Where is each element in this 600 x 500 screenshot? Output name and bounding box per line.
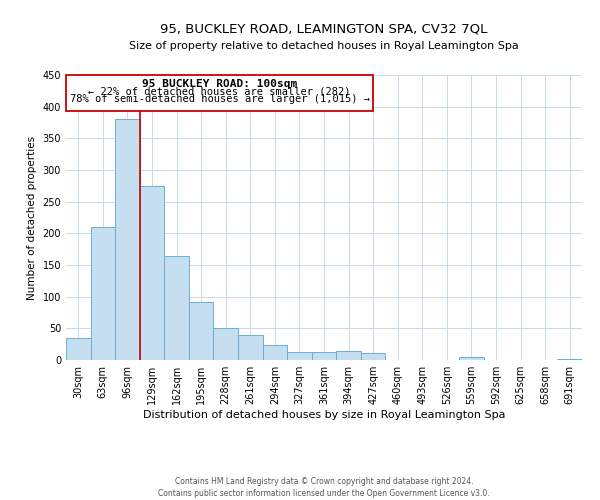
- Bar: [361, 353, 385, 360]
- Text: ← 22% of detached houses are smaller (282): ← 22% of detached houses are smaller (28…: [88, 86, 351, 97]
- FancyBboxPatch shape: [66, 75, 373, 111]
- X-axis label: Distribution of detached houses by size in Royal Leamington Spa: Distribution of detached houses by size …: [143, 410, 505, 420]
- Bar: [557, 358, 582, 360]
- Bar: [263, 345, 287, 360]
- Bar: [115, 120, 140, 360]
- Bar: [287, 352, 312, 360]
- Text: 95, BUCKLEY ROAD, LEAMINGTON SPA, CV32 7QL: 95, BUCKLEY ROAD, LEAMINGTON SPA, CV32 7…: [160, 22, 488, 36]
- Text: Contains HM Land Registry data © Crown copyright and database right 2024.
Contai: Contains HM Land Registry data © Crown c…: [158, 476, 490, 498]
- Bar: [336, 350, 361, 360]
- Bar: [238, 334, 263, 360]
- Bar: [214, 328, 238, 360]
- Bar: [140, 186, 164, 360]
- Bar: [91, 227, 115, 360]
- Text: 78% of semi-detached houses are larger (1,015) →: 78% of semi-detached houses are larger (…: [70, 94, 370, 104]
- Y-axis label: Number of detached properties: Number of detached properties: [27, 136, 37, 300]
- Bar: [164, 256, 189, 360]
- Bar: [312, 352, 336, 360]
- Text: Size of property relative to detached houses in Royal Leamington Spa: Size of property relative to detached ho…: [129, 41, 519, 51]
- Bar: [189, 302, 214, 360]
- Bar: [459, 358, 484, 360]
- Bar: [66, 338, 91, 360]
- Text: 95 BUCKLEY ROAD: 100sqm: 95 BUCKLEY ROAD: 100sqm: [142, 79, 297, 89]
